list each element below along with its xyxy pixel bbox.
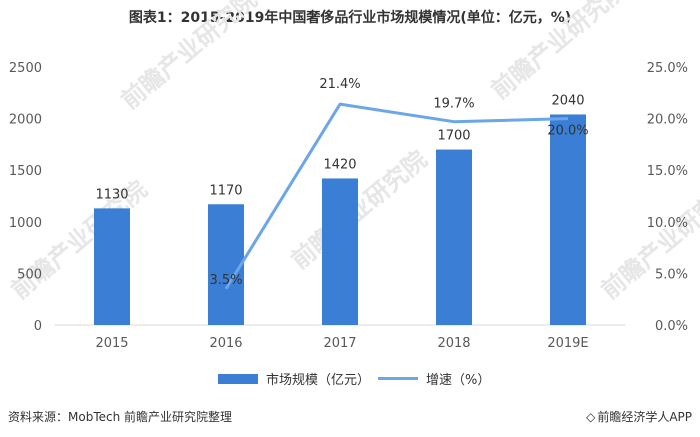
growth-line bbox=[224, 102, 569, 290]
bar-data-label: 1170 bbox=[209, 183, 242, 198]
line-data-label: 21.4% bbox=[319, 77, 360, 92]
watermark-text: 前瞻产业研究院 bbox=[486, 0, 633, 105]
x-axis-tick-label: 2015 bbox=[95, 336, 128, 351]
legend-bar-label: 市场规模（亿元） bbox=[266, 373, 371, 388]
left-axis-tick-label: 2500 bbox=[9, 61, 42, 76]
right-axis-tick-label: 10.0% bbox=[647, 216, 688, 231]
watermark-text: 前瞻产业研究院 bbox=[6, 175, 153, 304]
watermark-text: 前瞻产业研究院 bbox=[116, 0, 263, 115]
bar bbox=[550, 114, 586, 325]
bar bbox=[322, 178, 358, 325]
chart-title: 图表1：2015-2019年中国奢侈品行业市场规模情况(单位：亿元，%) bbox=[128, 10, 572, 26]
right-axis-tick-label: 20.0% bbox=[647, 113, 688, 128]
legend-line-swatch bbox=[378, 377, 418, 380]
legend-item-bar: 市场规模（亿元） bbox=[218, 369, 370, 388]
x-axis-tick-label: 2018 bbox=[437, 336, 470, 351]
right-axis-tick-label: 15.0% bbox=[647, 164, 688, 179]
watermark-text: 前瞻产业研究院 bbox=[596, 175, 700, 304]
x-axis-tick-label: 2019E bbox=[547, 336, 588, 351]
bar-data-label: 1700 bbox=[437, 129, 470, 144]
bar-data-label: 2040 bbox=[551, 93, 584, 108]
brand-footer: ◇ 前瞻经济学人APP bbox=[586, 408, 692, 425]
watermark-text: 前瞻产业研究院 bbox=[286, 145, 433, 274]
legend-line-label: 增速（%） bbox=[426, 373, 491, 388]
brand-label: 前瞻经济学人APP bbox=[597, 410, 692, 424]
x-axis-tick-label: 2016 bbox=[209, 336, 242, 351]
left-axis-tick-label: 0 bbox=[34, 319, 42, 334]
bar bbox=[94, 208, 130, 325]
right-axis-tick-label: 5.0% bbox=[655, 267, 688, 282]
right-axis-tick-label: 25.0% bbox=[647, 61, 688, 76]
legend-item-line: 增速（%） bbox=[378, 369, 490, 388]
bar bbox=[208, 204, 244, 325]
line-data-label: 20.0% bbox=[547, 124, 588, 139]
left-axis-tick-label: 1000 bbox=[9, 216, 42, 231]
legend-bar-swatch bbox=[218, 373, 258, 384]
bar-data-label: 1420 bbox=[323, 157, 356, 172]
line-data-label: 19.7% bbox=[433, 97, 474, 112]
right-axis-tick-label: 0.0% bbox=[655, 319, 688, 334]
bar bbox=[436, 149, 472, 325]
x-axis-tick-label: 2017 bbox=[323, 336, 356, 351]
left-axis-tick-label: 500 bbox=[17, 267, 42, 282]
source-note: 资料来源：MobTech 前瞻产业研究院整理 bbox=[8, 410, 233, 424]
brand-icon: ◇ bbox=[586, 410, 596, 424]
left-axis-tick-label: 2000 bbox=[9, 113, 42, 128]
left-axis-tick-label: 1500 bbox=[9, 164, 42, 179]
bar-data-label: 1130 bbox=[95, 187, 128, 202]
legend: 市场规模（亿元） 增速（%） bbox=[0, 369, 700, 388]
line-data-label: 3.5% bbox=[209, 273, 242, 288]
